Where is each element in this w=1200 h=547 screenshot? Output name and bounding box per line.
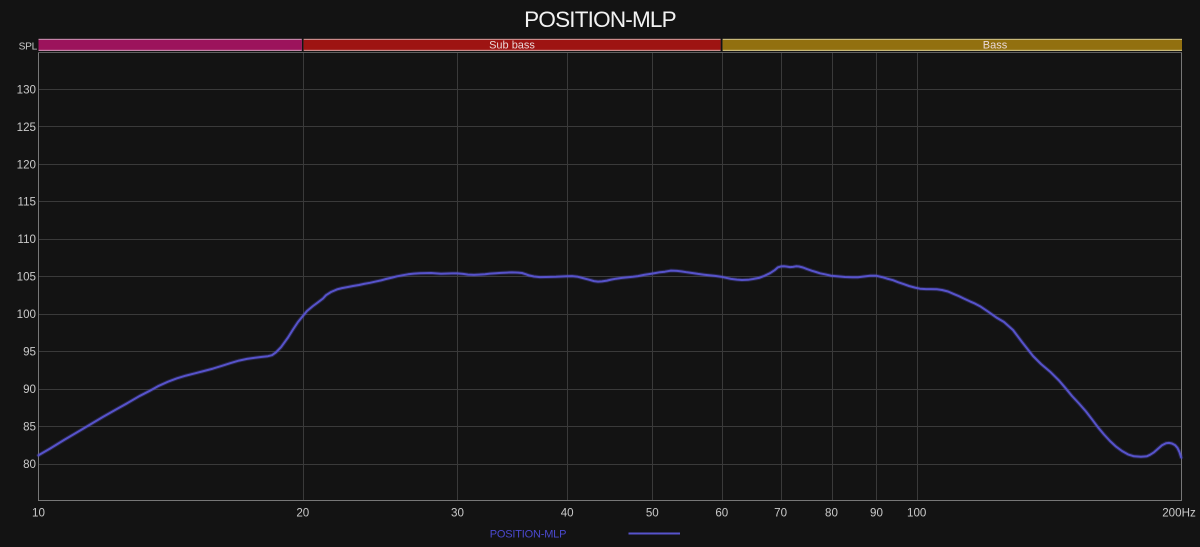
svg-text:Sub bass: Sub bass bbox=[489, 40, 535, 52]
svg-text:Bass: Bass bbox=[983, 40, 1008, 52]
svg-text:120: 120 bbox=[17, 158, 36, 171]
svg-text:SPL: SPL bbox=[19, 41, 38, 52]
svg-text:200Hz: 200Hz bbox=[1162, 507, 1196, 520]
svg-text:20: 20 bbox=[296, 507, 309, 520]
svg-text:100: 100 bbox=[17, 308, 36, 321]
svg-text:90: 90 bbox=[23, 383, 36, 396]
svg-text:80: 80 bbox=[825, 507, 838, 520]
svg-text:105: 105 bbox=[17, 271, 36, 284]
svg-text:60: 60 bbox=[715, 507, 728, 520]
svg-text:110: 110 bbox=[18, 233, 36, 246]
svg-text:40: 40 bbox=[561, 507, 574, 520]
svg-text:10: 10 bbox=[32, 507, 45, 520]
svg-text:80: 80 bbox=[23, 458, 36, 471]
svg-text:POSITION-MLP: POSITION-MLP bbox=[490, 529, 566, 541]
svg-text:90: 90 bbox=[870, 507, 883, 520]
svg-text:POSITION-MLP: POSITION-MLP bbox=[524, 7, 676, 32]
svg-text:70: 70 bbox=[774, 507, 787, 520]
svg-text:30: 30 bbox=[451, 507, 464, 520]
svg-text:95: 95 bbox=[23, 346, 36, 359]
svg-text:85: 85 bbox=[23, 420, 36, 433]
svg-text:125: 125 bbox=[17, 121, 36, 134]
svg-text:130: 130 bbox=[17, 83, 36, 96]
svg-text:50: 50 bbox=[646, 507, 659, 520]
svg-text:115: 115 bbox=[18, 196, 36, 209]
svg-text:100: 100 bbox=[907, 507, 926, 520]
